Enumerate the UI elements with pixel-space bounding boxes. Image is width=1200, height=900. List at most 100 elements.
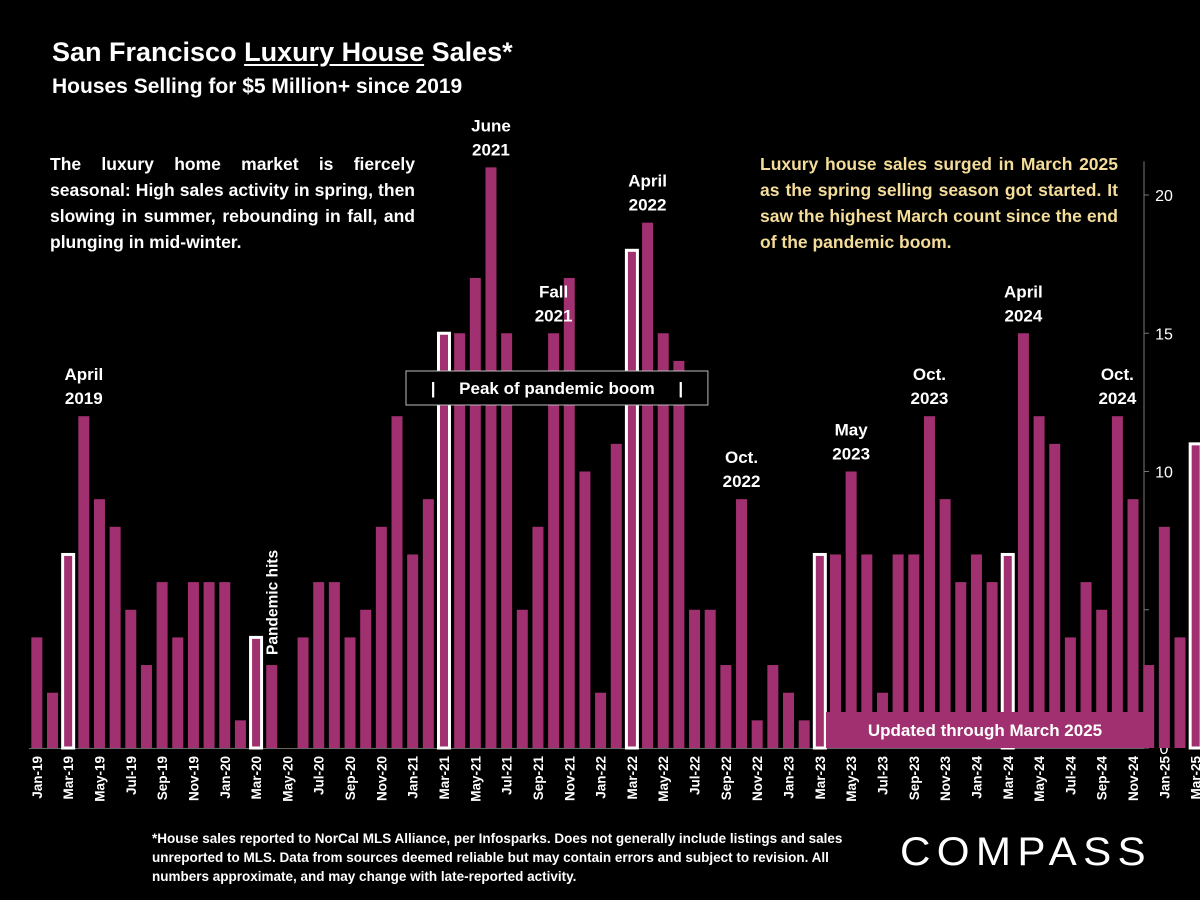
bar <box>516 609 528 748</box>
bar <box>845 471 857 748</box>
bar <box>266 665 278 748</box>
update-badge <box>826 712 1144 748</box>
bar <box>923 416 935 748</box>
bar <box>93 499 105 748</box>
page-subtitle: Houses Selling for $5 Million+ since 201… <box>52 75 463 98</box>
note-right: Luxury house sales surged in March 2025 … <box>760 154 1118 252</box>
bar <box>829 554 841 748</box>
annotation-line: Oct. <box>725 448 758 467</box>
annotation-line: 2024 <box>1004 306 1042 325</box>
bar <box>297 637 309 748</box>
annotation: Fall 2021 <box>535 282 573 325</box>
annotation: May 2023 <box>832 421 870 464</box>
footnote: *House sales reported to NorCal MLS Alli… <box>152 831 843 884</box>
x-tick-label: Jan-22 <box>594 756 609 799</box>
y-tick-label: 10 <box>1155 465 1173 482</box>
x-tick-label: Jan-20 <box>218 756 233 799</box>
bar <box>1188 442 1200 750</box>
x-tick-label: Nov-21 <box>562 756 577 802</box>
bar <box>970 554 982 748</box>
bar <box>407 554 419 748</box>
x-tick-label: Sep-22 <box>719 756 734 800</box>
annotation: April 2024 <box>1004 282 1043 325</box>
bar <box>360 609 372 748</box>
annotation-line: 2023 <box>911 389 949 408</box>
x-tick-label: Jul-22 <box>688 756 703 795</box>
compass-logo: COMPASS <box>900 830 1146 874</box>
annotation-line: Oct. <box>913 365 946 384</box>
bar <box>986 582 998 748</box>
bar <box>485 167 497 749</box>
bar <box>751 720 763 748</box>
peak-box <box>405 370 709 406</box>
bar <box>328 582 340 748</box>
x-tick-label: May-22 <box>656 756 671 802</box>
x-tick-label: Mar-22 <box>625 756 640 800</box>
x-tick-label: Jul-19 <box>124 756 139 795</box>
x-tick-label: Mar-21 <box>437 756 452 800</box>
bar <box>1033 416 1045 748</box>
annotation-line: 2024 <box>1098 389 1136 408</box>
x-tick-label: Mar-25 <box>1189 756 1200 800</box>
annotation-line: Fall <box>539 282 568 301</box>
x-tick-label: Jul-20 <box>312 756 327 795</box>
x-tick-label: May-24 <box>1032 756 1047 802</box>
x-tick-label: Sep-23 <box>907 756 922 801</box>
annotation-line: Oct. <box>1101 365 1134 384</box>
bar <box>783 692 795 748</box>
y-tick-label: 20 <box>1155 188 1173 205</box>
bar <box>219 582 231 748</box>
update-badge-label: Updated through March 2025 <box>868 721 1102 740</box>
bar <box>657 333 669 748</box>
bar <box>798 720 810 748</box>
annotation-line: 2022 <box>723 472 761 491</box>
bar <box>861 554 873 748</box>
bar <box>767 665 779 748</box>
bar <box>908 554 920 748</box>
bar <box>469 277 481 748</box>
annotation-line: June <box>471 116 511 135</box>
bar <box>624 248 639 750</box>
x-tick-label: Mar-24 <box>1001 756 1016 800</box>
bar <box>1080 582 1092 748</box>
annotation: June 2021 <box>471 116 511 159</box>
annotation-line: 2021 <box>535 306 573 325</box>
bar <box>689 609 701 748</box>
bar <box>939 499 951 748</box>
bar <box>1111 416 1123 748</box>
bar <box>234 720 246 748</box>
bar <box>736 499 748 748</box>
y-tick-label: 15 <box>1155 326 1173 343</box>
bar <box>532 526 544 748</box>
bar <box>563 277 575 748</box>
x-tick-label: May-21 <box>468 756 483 802</box>
bar <box>109 526 121 748</box>
bar <box>642 222 654 748</box>
bar <box>156 582 168 748</box>
x-tick-label: Jan-21 <box>406 756 421 799</box>
annotation: April 2022 <box>628 172 667 215</box>
x-tick-label: Jul-24 <box>1063 756 1078 796</box>
x-tick-label: Sep-24 <box>1095 756 1110 801</box>
x-tick-label: May-19 <box>92 756 107 802</box>
bar <box>1064 637 1076 748</box>
bar <box>610 443 622 748</box>
bar <box>313 582 325 748</box>
bar <box>1143 665 1155 748</box>
x-tick-label: Jan-24 <box>969 756 984 799</box>
x-tick-label: Mar-19 <box>61 756 76 800</box>
x-tick-label: Nov-22 <box>750 756 765 801</box>
bar <box>704 609 716 748</box>
bar <box>501 333 513 748</box>
bar <box>595 692 607 748</box>
annotation-line: April <box>64 365 103 384</box>
bar <box>140 665 152 748</box>
note-left: The luxury home market is fiercely seaso… <box>50 154 415 252</box>
bar <box>61 552 76 750</box>
bar <box>1049 443 1061 748</box>
annotation: April 2019 <box>64 365 103 408</box>
x-tick-label: Sep-19 <box>155 756 170 800</box>
x-tick-label: Jan-23 <box>782 756 797 799</box>
bar <box>125 609 137 748</box>
bar <box>46 692 58 748</box>
